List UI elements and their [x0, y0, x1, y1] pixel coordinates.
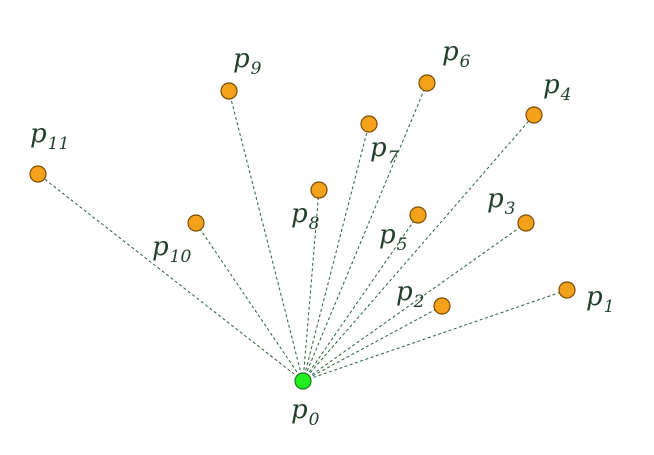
ray-p0-p11: [37, 173, 304, 382]
ray-p0-p8: [302, 189, 320, 382]
point-p2: [433, 297, 451, 315]
ray-p0-p6: [302, 82, 428, 382]
point-p7: [360, 115, 378, 133]
label-p9: p9: [233, 44, 262, 79]
label-p5: p5: [379, 220, 407, 255]
point-p0-origin: [294, 372, 312, 390]
point-p6: [418, 74, 436, 92]
label-p6: p6: [442, 37, 471, 72]
label-p4: p4: [543, 70, 571, 105]
label-p1: p1: [586, 282, 614, 317]
point-p3: [517, 214, 535, 232]
rays-group: [37, 82, 568, 382]
ray-p0-p4: [302, 114, 535, 382]
ray-p0-p5: [302, 214, 419, 382]
point-p10: [187, 214, 205, 232]
ray-p0-p2: [302, 305, 443, 382]
point-p8: [310, 181, 328, 199]
ray-p0-p10: [195, 222, 304, 382]
ray-p0-p9: [228, 90, 304, 382]
label-p11: p11: [30, 119, 69, 154]
label-p10: p10: [152, 232, 191, 267]
label-p2: p2: [396, 277, 424, 312]
ray-p0-p7: [302, 123, 370, 382]
labels-group: p1 p2 p3 p4 p5 p6 p7 p8 p9 p10 p11 p0: [30, 37, 614, 430]
label-p3: p3: [487, 184, 515, 219]
point-p9: [220, 82, 238, 100]
point-p4: [525, 106, 543, 124]
point-p11: [29, 165, 47, 183]
label-p8: p8: [291, 199, 320, 234]
points-group: [29, 74, 576, 390]
label-p0: p0: [291, 395, 320, 430]
ray-p0-p3: [302, 222, 527, 382]
point-p5: [409, 206, 427, 224]
label-p7: p7: [370, 133, 399, 168]
ray-p0-p1: [302, 289, 568, 382]
point-p1: [558, 281, 576, 299]
